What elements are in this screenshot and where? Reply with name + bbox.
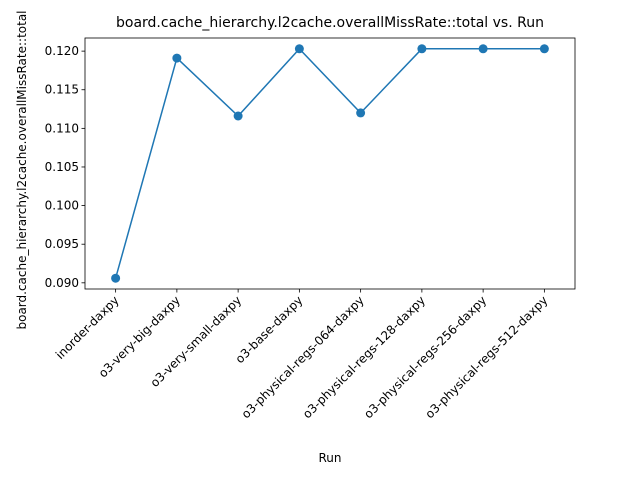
data-point: [233, 111, 243, 121]
x-axis-label: Run: [318, 451, 341, 465]
data-point: [172, 53, 182, 63]
y-tick-label: 0.090: [45, 276, 79, 290]
data-point: [294, 44, 304, 54]
y-axis-label: board.cache_hierarchy.l2cache.overallMis…: [15, 10, 29, 329]
data-point: [478, 44, 488, 54]
x-tick-label: o3-physical-regs-064-daxpy: [239, 293, 367, 421]
y-tick-label: 0.095: [45, 237, 79, 251]
x-tick-label: inorder-daxpy: [53, 293, 122, 362]
y-tick-label: 0.110: [45, 121, 79, 135]
y-tick-label: 0.115: [45, 83, 79, 97]
data-point: [539, 44, 549, 54]
data-point: [417, 44, 427, 54]
x-tick-label: o3-physical-regs-128-daxpy: [300, 293, 428, 421]
plot-area: 0.090 0.095 0.100 0.105 0.110 0.115 0.120 inord…: [45, 37, 576, 421]
y-tick-label: 0.105: [45, 160, 79, 174]
data-point: [356, 108, 366, 118]
axes-frame: [84, 37, 576, 290]
y-tick-label: 0.120: [45, 44, 79, 58]
series-line: [114, 47, 545, 279]
x-tick-label: o3-physical-regs-256-daxpy: [361, 293, 489, 421]
x-tick-label: o3-physical-regs-512-daxpy: [422, 293, 550, 421]
chart-title: board.cache_hierarchy.l2cache.overallMis…: [116, 15, 544, 31]
data-point: [111, 273, 121, 283]
y-tick-label: 0.100: [45, 199, 79, 213]
